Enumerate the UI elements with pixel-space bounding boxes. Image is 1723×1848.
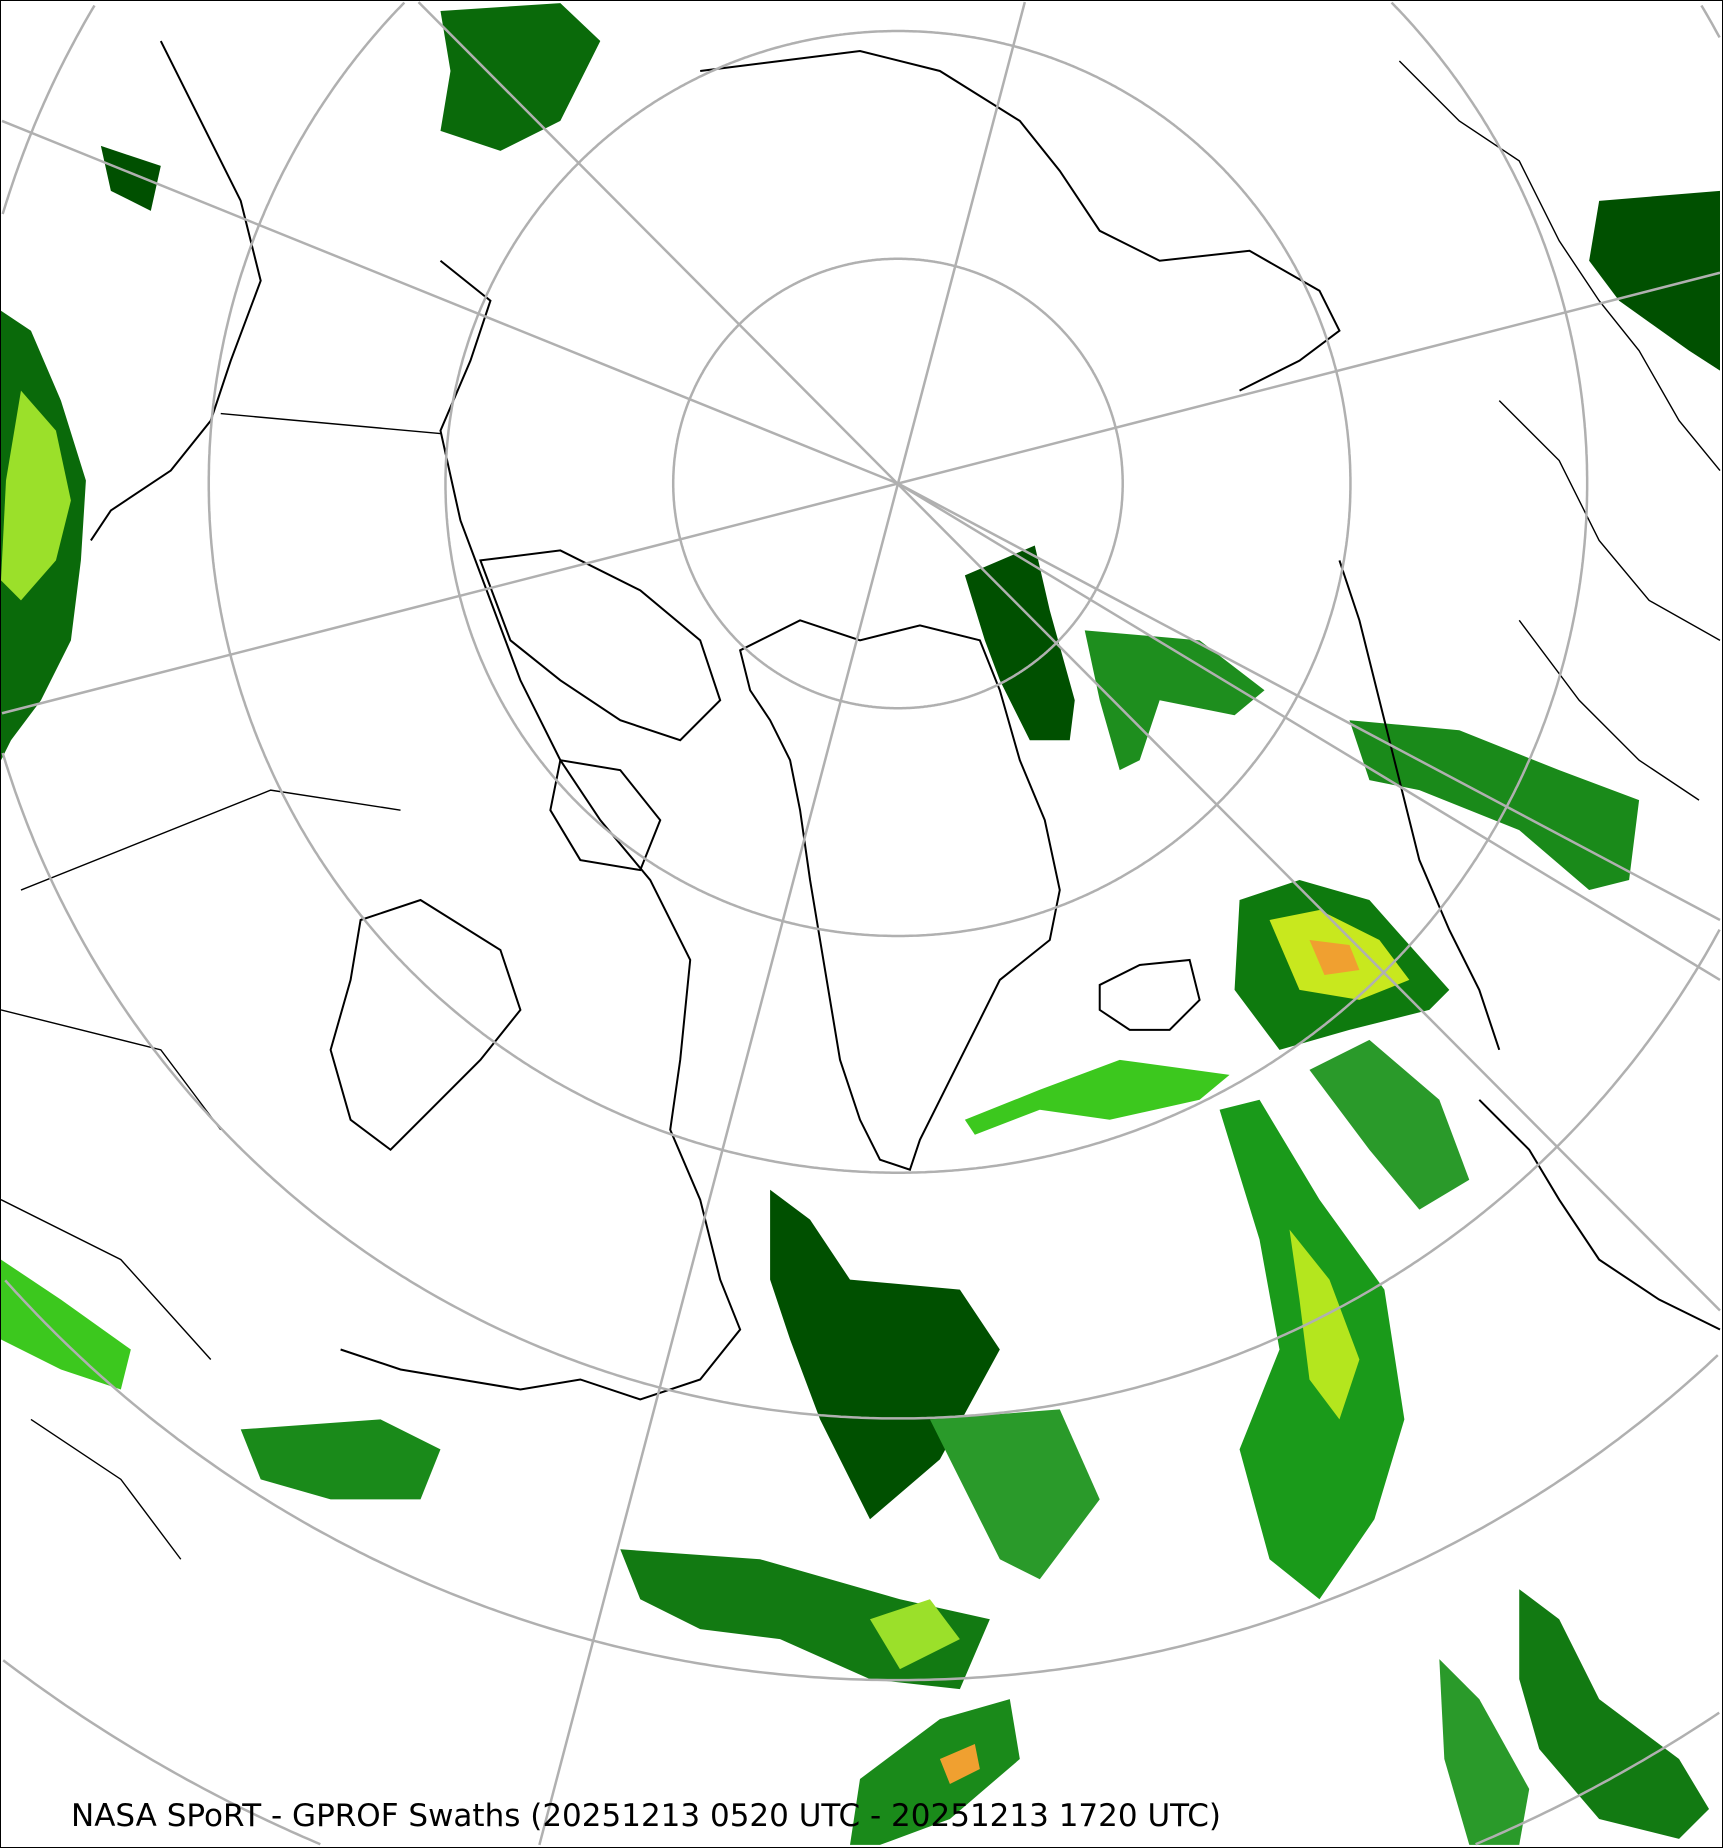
latitude-circle-80 <box>671 257 1124 710</box>
latitude-circle-70 <box>444 29 1352 938</box>
scandinavia-coastline <box>1338 560 1501 1051</box>
precip-norway-band <box>1309 1039 1470 1210</box>
precip-greenland-east-band <box>1084 630 1265 771</box>
precip-greenland-east <box>964 545 1075 741</box>
meridian-line <box>1 271 1721 715</box>
iceland-coastline <box>1098 958 1201 1031</box>
north-america-borders <box>1 412 441 1560</box>
map-caption: NASA SPoRT - GPROF Swaths (20251213 0520… <box>71 1798 1221 1834</box>
greenland-coastline <box>738 619 1061 1171</box>
precip-north-america-west-core <box>1 390 71 601</box>
precip-alaska <box>440 3 601 151</box>
precip-south-streak <box>850 1699 1020 1845</box>
precip-us-northwest <box>1 1259 131 1390</box>
hudson-bay-coastline <box>329 898 522 1152</box>
meridian-line <box>897 482 1721 982</box>
latitude-circle-50 <box>1 4 1721 1420</box>
meridian-line <box>538 1 1027 1846</box>
canada-coastline <box>340 259 742 1401</box>
precip-atlantic-band-core <box>1289 1229 1360 1420</box>
precip-uk-storm-heavy <box>1309 939 1360 975</box>
precip-labrador-sea-band <box>929 1409 1100 1580</box>
latitude-circle-60 <box>207 1 1589 1174</box>
arctic-islands-coastline <box>479 549 722 872</box>
meridian-line <box>417 1 1721 1312</box>
country-borders <box>1398 60 1721 801</box>
precip-atlantic-streak <box>964 1059 1230 1135</box>
coastlines <box>1 40 1721 1560</box>
precip-mid-atlantic-core <box>869 1599 960 1670</box>
precip-russia-north <box>1589 190 1721 371</box>
precip-bottom-right-2 <box>1439 1659 1530 1845</box>
siberia-coastline <box>700 50 1341 392</box>
precip-bottom-right <box>1519 1589 1710 1839</box>
meridian-line <box>1 119 899 485</box>
precipitation-swaths <box>1 3 1721 1845</box>
alaska-coastline <box>90 40 262 541</box>
precip-us-east <box>240 1419 441 1500</box>
meridian-line <box>897 482 1721 922</box>
precip-pacific-north <box>100 145 161 211</box>
latitude-circle-30 <box>2 1659 1720 1846</box>
precip-south-streak-core <box>939 1744 980 1785</box>
europe-coastline <box>1478 1099 1721 1331</box>
latitude-circle-40 <box>4 1279 1719 1682</box>
